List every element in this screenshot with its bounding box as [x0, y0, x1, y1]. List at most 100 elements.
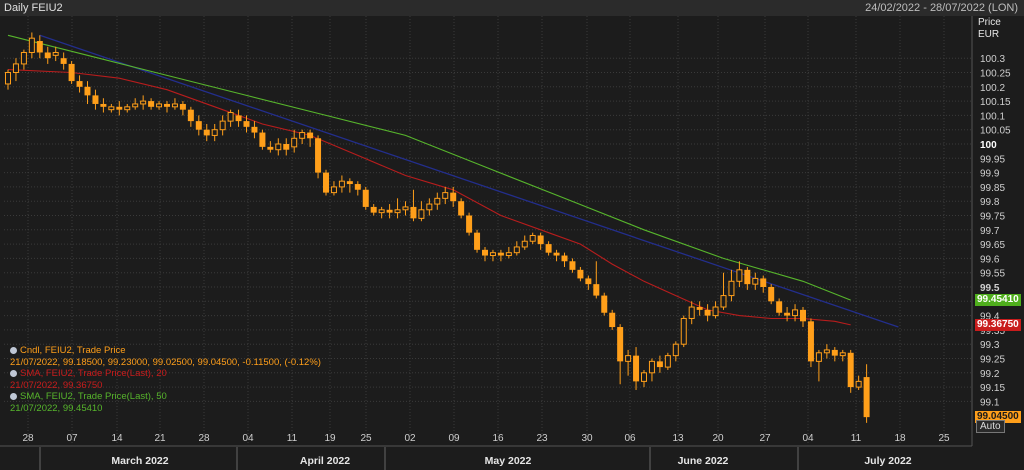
candle-body-down — [831, 349, 838, 356]
price-chart[interactable]: 100.3 100.25 100.2 100.15 100.1 100.05 100 99.9… — [0, 16, 1024, 470]
candle-body-down — [482, 249, 488, 256]
candle-body-down — [195, 121, 202, 130]
legend-sma50-title[interactable]: SMA, FEIU2, Trade Price(Last), 50 — [10, 391, 321, 403]
x-tick-label: 02 — [404, 433, 416, 444]
candle-body-up — [211, 129, 218, 136]
candle-body-up — [442, 192, 449, 199]
candle-body-up — [132, 103, 139, 108]
legend-sma20-values: 21/07/2022, 99.36750 — [10, 379, 103, 391]
candle-body-up — [752, 277, 759, 285]
candle-body-down — [92, 95, 99, 104]
candle-body-down — [386, 209, 393, 213]
candle-body-up — [625, 355, 632, 362]
candle-body-up — [736, 269, 743, 282]
y-tick-label: 99.75 — [980, 212, 1005, 223]
candle-body-down — [354, 184, 361, 190]
month-label: April 2022 — [300, 455, 350, 467]
sma20-value-badge: 99.36750 — [975, 318, 1021, 331]
candle-body-down — [545, 244, 552, 253]
candle-body-up — [720, 295, 727, 308]
candle-body-up — [108, 106, 115, 111]
candle-body-down — [458, 201, 465, 216]
x-tick-label: 27 — [759, 433, 771, 444]
candle-body-down — [148, 101, 155, 107]
y-tick-label: 99.2 — [980, 369, 1000, 380]
candle-body-up — [505, 252, 512, 257]
candle-body-down — [744, 269, 751, 285]
candle-body-up — [5, 72, 11, 85]
date-range: 24/02/2022 - 28/07/2022 (LON) — [865, 2, 1018, 14]
candle-body-down — [633, 355, 640, 382]
candle-body-down — [68, 63, 75, 82]
candle-body-down — [807, 321, 814, 362]
candle-body-down — [362, 189, 369, 207]
candle-body-up — [219, 120, 226, 131]
y-tick-label: 99.7 — [980, 226, 1000, 237]
candle-body-down — [609, 312, 616, 328]
candle-body-down — [60, 58, 67, 64]
chart-legend: Cndl, FEIU2, Trade Price 21/07/2022, 99.… — [10, 345, 321, 414]
candle-body-down — [474, 232, 481, 250]
candle-body-up — [52, 51, 59, 56]
candle-body-up — [402, 206, 409, 211]
month-label: June 2022 — [678, 455, 729, 467]
candle-body-down — [776, 301, 783, 313]
candle-body-down — [203, 129, 210, 136]
y-tick-label: 99.55 — [980, 269, 1005, 280]
x-tick-label: 19 — [324, 433, 336, 444]
month-label: May 2022 — [485, 455, 532, 467]
y-tick-label: 99.15 — [980, 383, 1005, 394]
legend-bullet-icon — [10, 370, 17, 377]
candle-body-down — [585, 278, 592, 285]
candle-body-down — [346, 181, 353, 185]
candle-body-up — [823, 349, 830, 354]
candle-body-up — [680, 317, 687, 345]
x-tick-label: 18 — [894, 433, 906, 444]
candle-body-down — [76, 81, 83, 87]
candle-body-down — [466, 215, 473, 233]
candle-body-up — [688, 306, 695, 319]
legend-cndl-title[interactable]: Cndl, FEIU2, Trade Price — [10, 345, 321, 357]
candle-body-up — [338, 180, 345, 188]
y-tick-label: 100.05 — [980, 126, 1011, 137]
y-tick-label: 99.4 — [980, 312, 1000, 323]
candle-body-up — [641, 372, 647, 382]
x-tick-label: 11 — [287, 433, 298, 444]
y-tick-label: 100.1 — [980, 111, 1005, 122]
y-tick-label: 100.3 — [980, 54, 1005, 65]
candle-body-down — [561, 255, 568, 262]
y-tick-label: 99.1 — [980, 397, 1000, 408]
candle-body-up — [728, 280, 735, 297]
candle-body-up — [672, 343, 679, 357]
candle-body-down — [617, 327, 624, 362]
candle-body-up — [434, 197, 441, 205]
y-tick-label: 99.8 — [980, 197, 1000, 208]
candle-body-up — [394, 209, 401, 214]
candle-body-down — [696, 307, 703, 310]
y-tick-label: 99.25 — [980, 355, 1005, 366]
x-tick-label: 25 — [360, 433, 372, 444]
candle-body-up — [513, 246, 520, 254]
x-tick-label: 09 — [448, 433, 460, 444]
auto-scale-button[interactable]: Auto — [976, 420, 1005, 433]
candle-body-up — [171, 103, 178, 108]
candle-body-down — [800, 309, 806, 322]
candle-body-down — [863, 377, 870, 418]
candle-body-up — [20, 51, 27, 65]
legend-sma20-title[interactable]: SMA, FEIU2, Trade Price(Last), 20 — [10, 368, 321, 380]
candle-body-up — [839, 352, 846, 357]
candle-body-down — [656, 361, 663, 368]
sma20-line — [7, 69, 851, 326]
sma50-value-badge: 99.45410 — [975, 294, 1021, 307]
x-tick-label: 04 — [242, 433, 254, 444]
y-tick-label: 99.35 — [980, 326, 1005, 337]
candle-body-down — [251, 126, 258, 133]
candle-body-down — [760, 278, 767, 287]
candle-body-up — [227, 112, 234, 122]
legend-bullet-icon — [10, 347, 17, 354]
y-tick-label: 99.65 — [980, 240, 1005, 251]
candle-body-down — [450, 192, 457, 202]
candle-body-down — [235, 115, 242, 122]
candle-body-down — [323, 172, 329, 193]
candle-body-up — [855, 380, 862, 388]
